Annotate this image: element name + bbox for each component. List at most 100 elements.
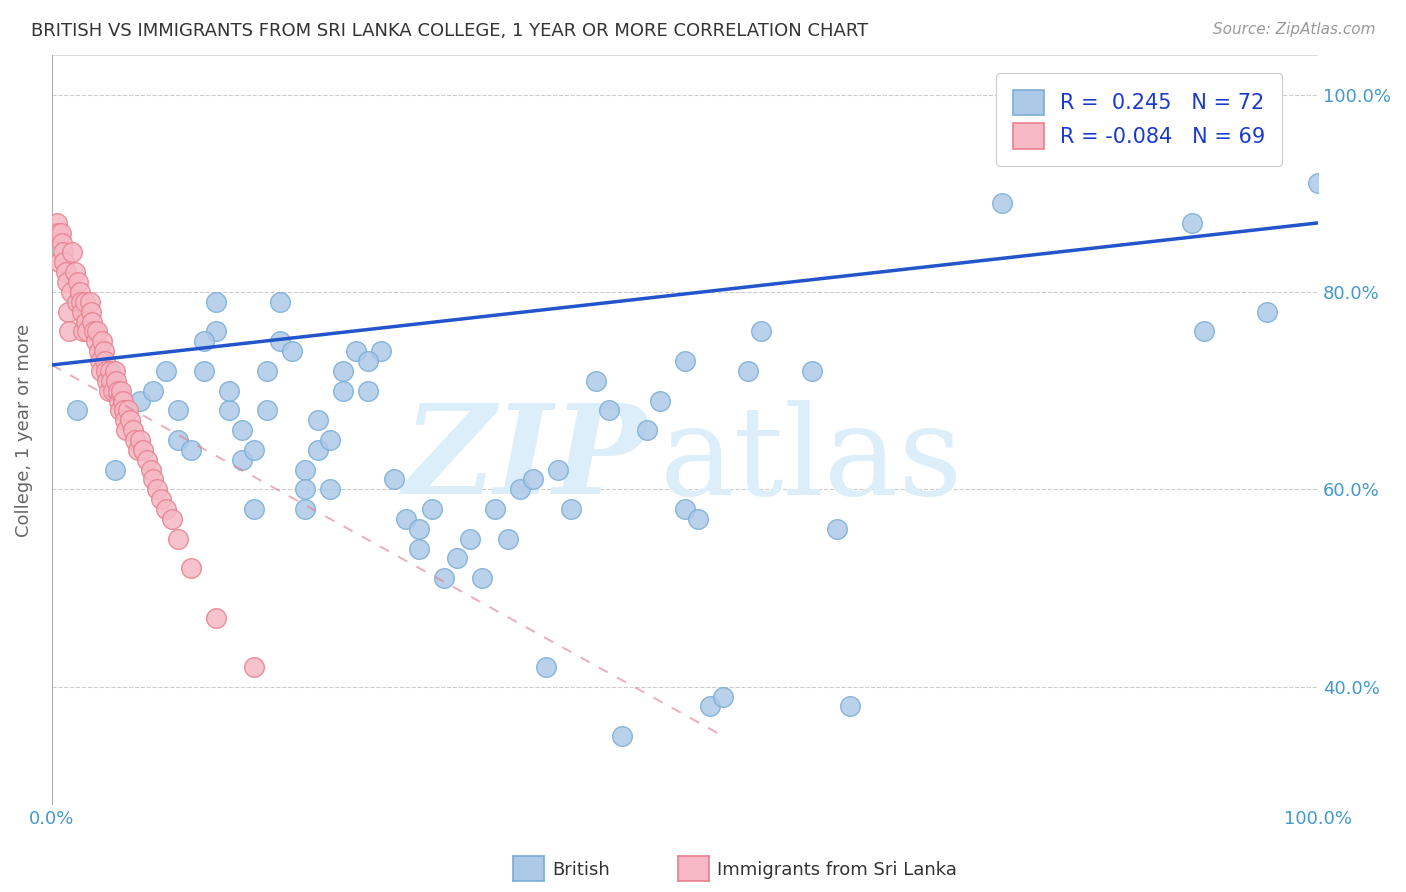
Point bbox=[1192, 325, 1215, 339]
Point bbox=[111, 393, 134, 408]
Point bbox=[547, 462, 569, 476]
Point bbox=[112, 403, 135, 417]
Point bbox=[105, 374, 128, 388]
Point bbox=[58, 325, 80, 339]
Legend: R =  0.245   N = 72, R = -0.084   N = 69: R = 0.245 N = 72, R = -0.084 N = 69 bbox=[995, 73, 1282, 166]
Point bbox=[319, 433, 342, 447]
Point bbox=[142, 384, 165, 398]
Point bbox=[124, 433, 146, 447]
Point bbox=[70, 304, 93, 318]
Point bbox=[990, 196, 1012, 211]
Point bbox=[58, 304, 80, 318]
Point bbox=[307, 413, 329, 427]
Point bbox=[70, 294, 93, 309]
Point bbox=[458, 532, 481, 546]
Point bbox=[193, 334, 215, 349]
Point bbox=[205, 325, 228, 339]
Point bbox=[98, 364, 121, 378]
Point bbox=[256, 364, 278, 378]
Point bbox=[167, 532, 190, 546]
Point bbox=[294, 462, 316, 476]
Point bbox=[129, 433, 152, 447]
Point bbox=[231, 452, 253, 467]
Point bbox=[132, 442, 155, 457]
Point bbox=[332, 384, 354, 398]
Point bbox=[79, 294, 101, 309]
Point bbox=[484, 502, 506, 516]
Point bbox=[408, 541, 430, 556]
Point bbox=[135, 452, 157, 467]
Y-axis label: College, 1 year or more: College, 1 year or more bbox=[15, 324, 32, 537]
Point bbox=[446, 551, 468, 566]
Point bbox=[160, 512, 183, 526]
Point bbox=[749, 325, 772, 339]
Point bbox=[80, 304, 103, 318]
Point bbox=[97, 384, 120, 398]
Point bbox=[269, 334, 291, 349]
Point bbox=[46, 226, 69, 240]
Text: Source: ZipAtlas.com: Source: ZipAtlas.com bbox=[1212, 22, 1375, 37]
Point bbox=[100, 374, 122, 388]
Point bbox=[357, 384, 380, 398]
Point bbox=[420, 502, 443, 516]
Point bbox=[63, 265, 86, 279]
Point bbox=[838, 699, 860, 714]
Point bbox=[76, 325, 98, 339]
Point bbox=[142, 472, 165, 486]
Point bbox=[205, 610, 228, 624]
Point bbox=[45, 216, 67, 230]
Point bbox=[87, 344, 110, 359]
Point bbox=[534, 660, 557, 674]
Point bbox=[86, 325, 108, 339]
Point bbox=[73, 294, 96, 309]
Point bbox=[1180, 216, 1202, 230]
Point bbox=[585, 374, 607, 388]
Text: BRITISH VS IMMIGRANTS FROM SRI LANKA COLLEGE, 1 YEAR OR MORE CORRELATION CHART: BRITISH VS IMMIGRANTS FROM SRI LANKA COL… bbox=[31, 22, 868, 40]
Point bbox=[93, 344, 115, 359]
Point bbox=[149, 492, 172, 507]
Point bbox=[243, 442, 266, 457]
Point bbox=[107, 384, 129, 398]
Point bbox=[370, 344, 392, 359]
Point bbox=[294, 502, 316, 516]
Point bbox=[825, 522, 848, 536]
Point bbox=[55, 265, 77, 279]
Point bbox=[496, 532, 519, 546]
Point bbox=[104, 462, 127, 476]
Point bbox=[114, 413, 136, 427]
Point bbox=[155, 502, 177, 516]
Point bbox=[121, 423, 143, 437]
Point bbox=[800, 364, 823, 378]
Point bbox=[509, 483, 531, 497]
Point bbox=[699, 699, 721, 714]
Point bbox=[294, 483, 316, 497]
Point bbox=[193, 364, 215, 378]
Point bbox=[281, 344, 304, 359]
Point bbox=[90, 364, 112, 378]
Point bbox=[737, 364, 759, 378]
Point bbox=[180, 561, 202, 575]
Point bbox=[307, 442, 329, 457]
Point bbox=[60, 245, 83, 260]
Point bbox=[66, 403, 89, 417]
Point bbox=[319, 483, 342, 497]
Point bbox=[231, 423, 253, 437]
Point bbox=[53, 255, 76, 269]
Text: atlas: atlas bbox=[659, 400, 963, 521]
Point bbox=[560, 502, 582, 516]
Text: British: British bbox=[553, 861, 610, 879]
Point bbox=[167, 403, 190, 417]
Point bbox=[395, 512, 418, 526]
Text: ZIP: ZIP bbox=[404, 400, 647, 521]
Point bbox=[72, 325, 94, 339]
Point bbox=[59, 285, 82, 299]
Point bbox=[120, 413, 142, 427]
Point bbox=[673, 354, 696, 368]
Point bbox=[48, 255, 70, 269]
Point bbox=[243, 660, 266, 674]
Point bbox=[127, 442, 149, 457]
Point bbox=[49, 226, 72, 240]
Point bbox=[673, 502, 696, 516]
Point bbox=[91, 334, 114, 349]
Point bbox=[686, 512, 709, 526]
